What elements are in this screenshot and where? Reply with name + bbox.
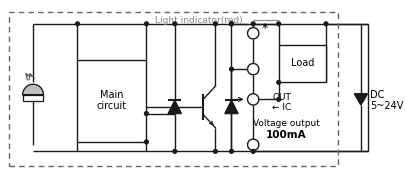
Text: ← IC: ← IC [272, 103, 291, 112]
Text: DC: DC [370, 90, 385, 100]
Circle shape [252, 22, 255, 26]
Circle shape [230, 150, 233, 153]
Text: Load: Load [291, 59, 314, 69]
Circle shape [230, 22, 233, 26]
Circle shape [247, 28, 259, 39]
Circle shape [145, 140, 148, 144]
Circle shape [145, 112, 148, 116]
Circle shape [252, 150, 255, 153]
Text: 100mA: 100mA [266, 130, 307, 140]
Text: *: * [261, 22, 268, 35]
Text: +: + [249, 28, 258, 38]
Bar [23, 95, 43, 101]
Bar [77, 60, 147, 142]
Circle shape [173, 150, 177, 153]
Bar [279, 45, 326, 82]
Text: 5~24V: 5~24V [370, 101, 404, 111]
Circle shape [247, 94, 259, 105]
Polygon shape [225, 100, 238, 114]
Circle shape [173, 22, 177, 26]
Text: D: D [248, 64, 255, 73]
Circle shape [230, 22, 233, 26]
Circle shape [76, 22, 79, 26]
Circle shape [277, 80, 281, 84]
Circle shape [145, 22, 148, 26]
Polygon shape [168, 100, 181, 114]
Circle shape [213, 22, 217, 26]
Polygon shape [23, 84, 43, 95]
Text: OUT: OUT [272, 93, 291, 102]
Polygon shape [354, 94, 367, 105]
Text: Light indicator(red): Light indicator(red) [155, 15, 242, 25]
Circle shape [247, 64, 259, 75]
Circle shape [230, 67, 233, 71]
Text: Voltage output: Voltage output [253, 119, 320, 129]
Circle shape [277, 98, 281, 101]
Circle shape [277, 22, 281, 26]
Text: −: − [247, 138, 259, 152]
Text: circuit: circuit [97, 101, 127, 111]
Text: Main: Main [100, 90, 124, 100]
Circle shape [247, 139, 259, 150]
Circle shape [213, 150, 217, 153]
Circle shape [324, 22, 328, 26]
Bar [9, 12, 338, 166]
